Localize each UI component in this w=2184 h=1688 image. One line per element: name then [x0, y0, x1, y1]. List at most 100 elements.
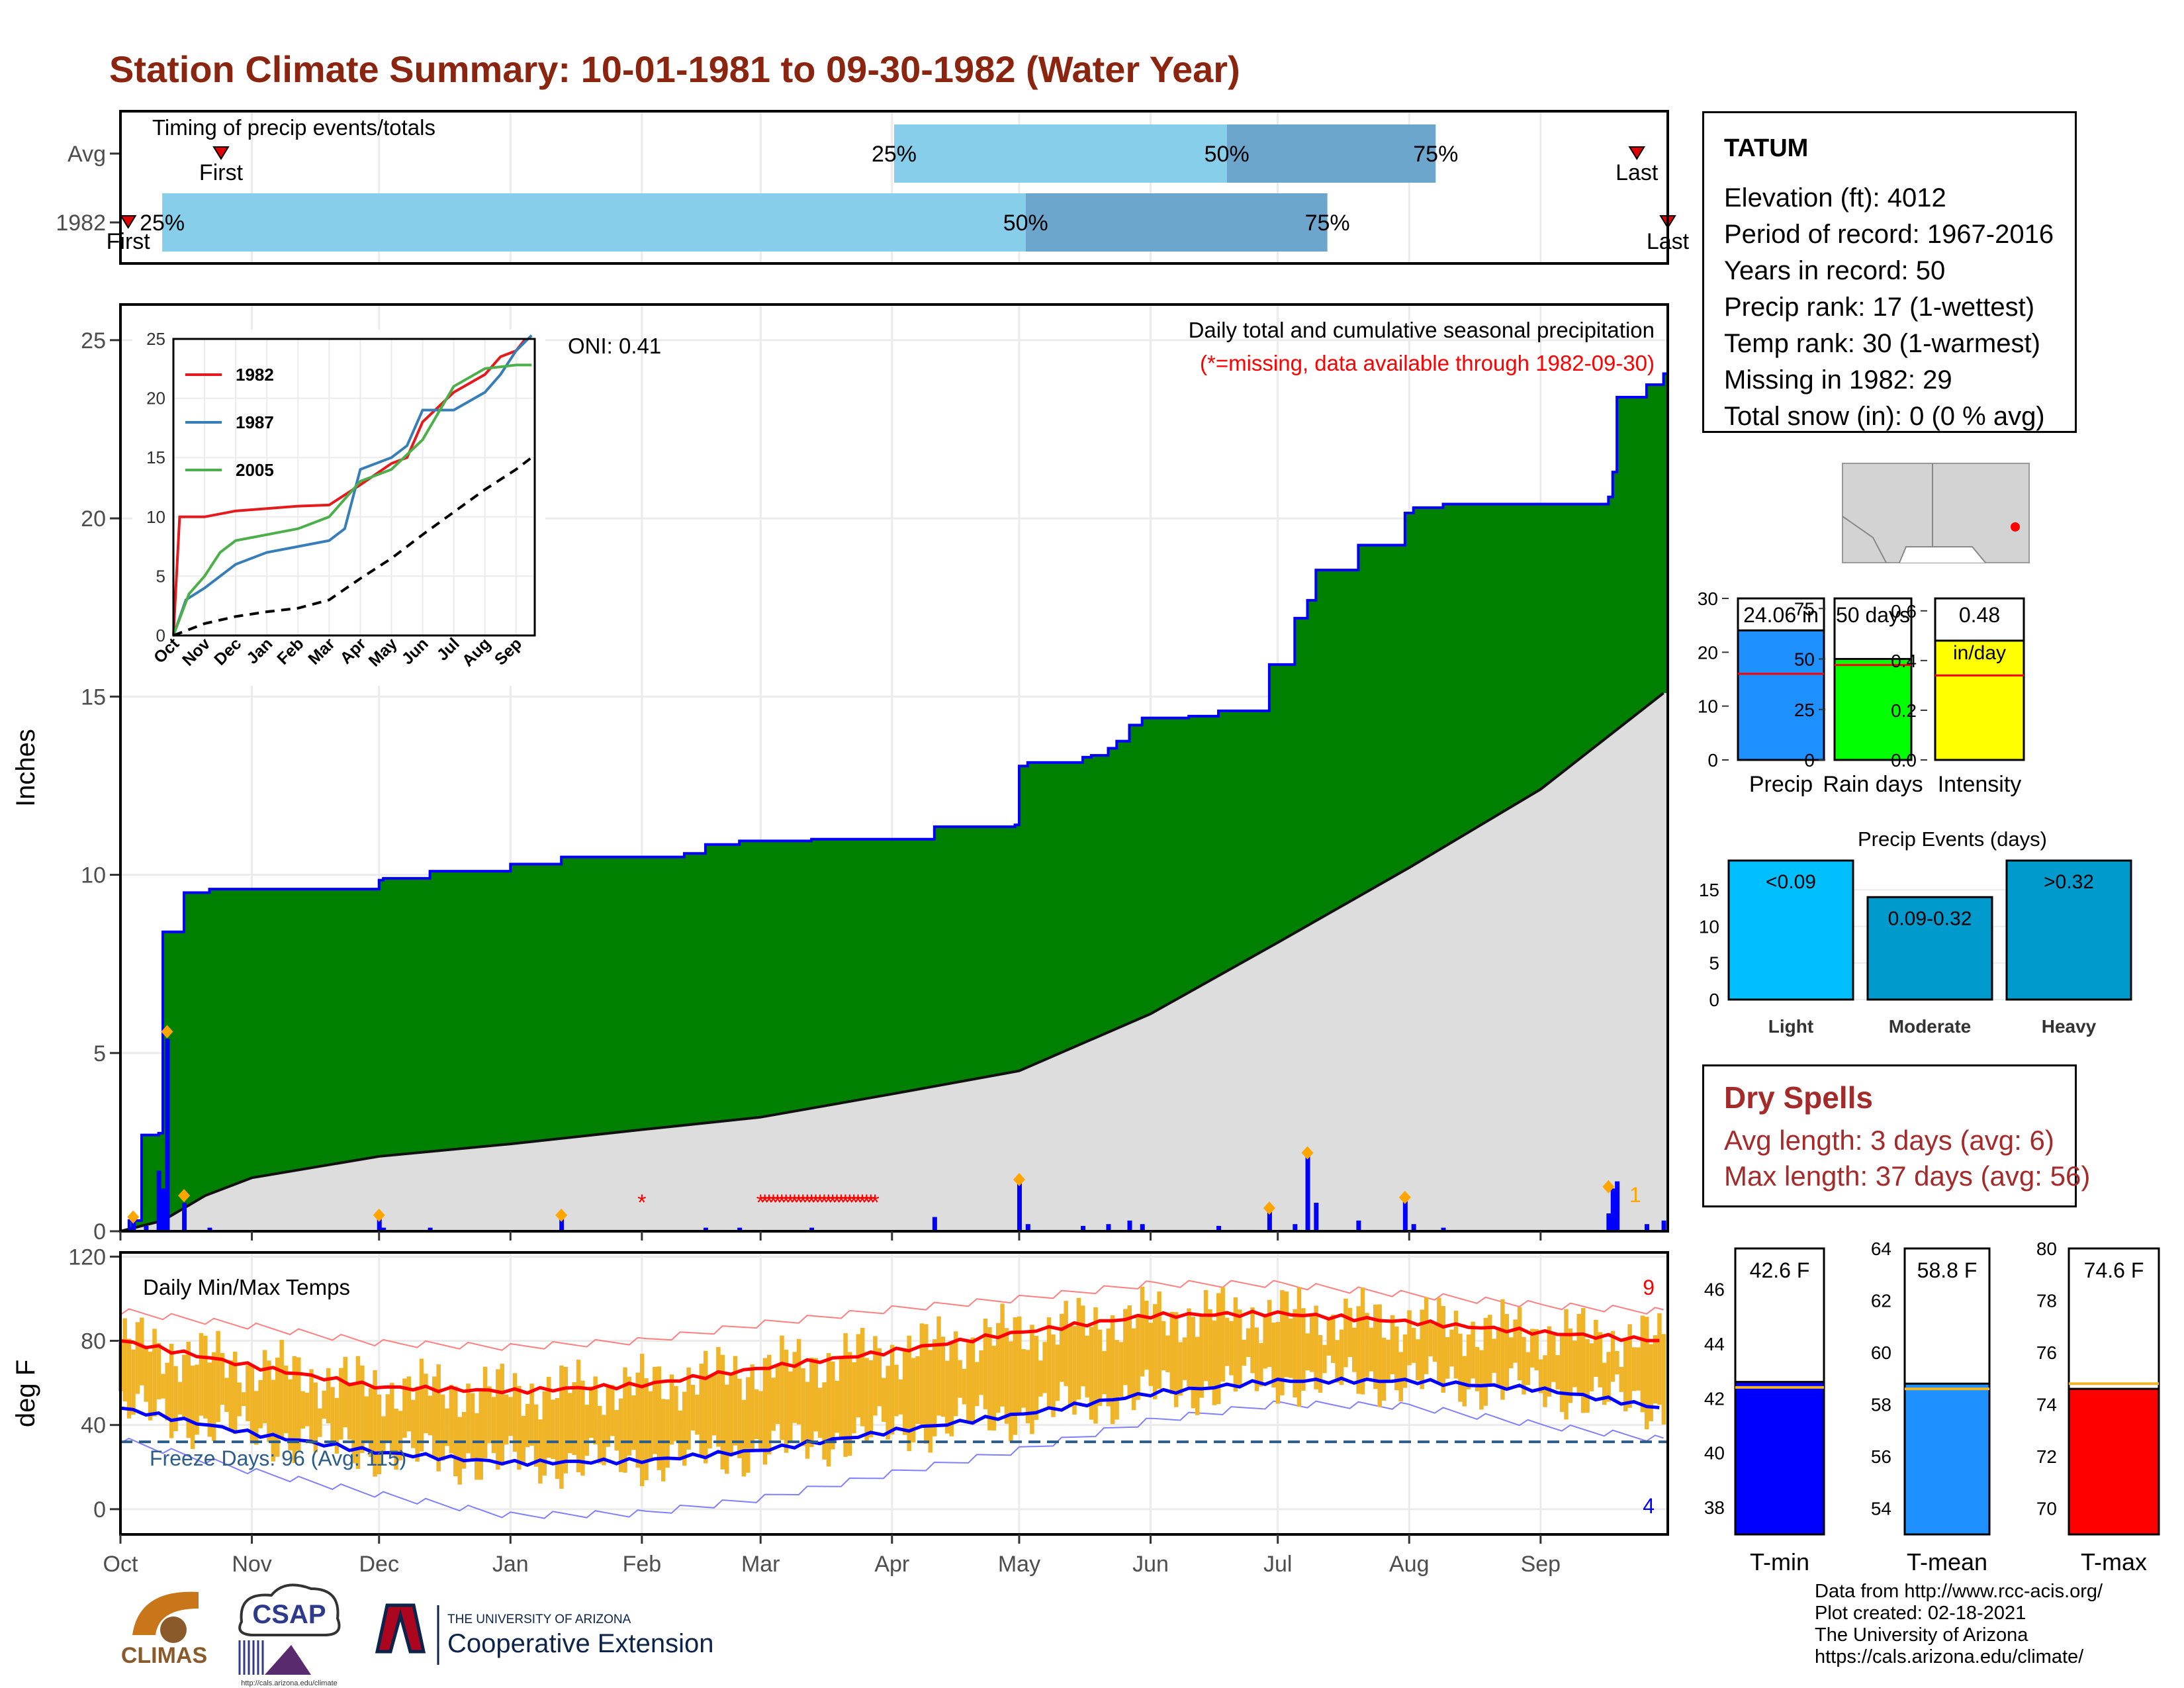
- daily-temp-bar: [521, 1415, 526, 1466]
- daily-temp-bar: [300, 1391, 305, 1429]
- daily-temp-bar: [979, 1350, 983, 1395]
- missing-day-marker: *: [837, 1190, 845, 1215]
- daily-temp-bar: [567, 1393, 572, 1454]
- normal-min-line: [120, 1376, 1660, 1467]
- daily-temp-bar: [792, 1352, 797, 1423]
- timing-marker: [1628, 146, 1646, 160]
- daily-precip-bar: [428, 1227, 433, 1231]
- daily-temp-bar: [924, 1324, 929, 1444]
- missing-day-marker: *: [815, 1190, 824, 1215]
- daily-temp-bar: [813, 1358, 818, 1432]
- daily-temp-bar: [843, 1333, 848, 1457]
- extreme-precip-marker: [555, 1208, 568, 1222]
- timing-row-label: 1982: [56, 211, 106, 236]
- daily-temp-bar: [1559, 1333, 1565, 1412]
- daily-temp-bar: [1508, 1337, 1514, 1368]
- daily-temp-bar: [347, 1383, 352, 1440]
- daily-precip-bar: [1025, 1224, 1030, 1231]
- record-low-count: 4: [1643, 1494, 1655, 1518]
- daily-temp-bar: [559, 1365, 564, 1489]
- daily-temp-bar: [809, 1358, 814, 1448]
- daily-temp-bar: [135, 1322, 140, 1394]
- daily-temp-bar: [1466, 1334, 1471, 1389]
- daily-temp-bar: [1479, 1350, 1484, 1410]
- daily-temp-bar: [1318, 1335, 1323, 1393]
- daily-temp-bar: [1212, 1320, 1217, 1405]
- daily-temp-bar: [695, 1394, 700, 1435]
- daily-temp-bar: [898, 1379, 903, 1415]
- daily-temp-bar: [461, 1411, 467, 1469]
- daily-temp-bar: [1131, 1328, 1136, 1411]
- daily-temp-bar: [644, 1378, 649, 1481]
- daily-temp-bar: [852, 1362, 856, 1434]
- timing-bar-late: [1226, 124, 1436, 183]
- daily-temp-bar: [987, 1327, 992, 1430]
- daily-temp-bar: [322, 1390, 326, 1419]
- csap-mountain-icon: [265, 1645, 311, 1675]
- precip-y-axis-label: Inches: [11, 729, 40, 807]
- daily-temp-bar: [1326, 1317, 1332, 1356]
- daily-temp-bar: [669, 1374, 674, 1445]
- daily-temp-bar: [330, 1387, 335, 1445]
- station-name: TATUM: [1724, 134, 1809, 162]
- month-x-tick-label: Jan: [492, 1552, 529, 1577]
- daily-temp-bar: [440, 1394, 445, 1461]
- daily-temp-bar: [326, 1368, 331, 1424]
- daily-temp-bar: [1259, 1342, 1263, 1387]
- daily-temp-bar: [428, 1395, 433, 1436]
- daily-temp-bar: [131, 1349, 136, 1415]
- daily-temp-bar: [1360, 1288, 1365, 1395]
- daily-temp-bar: [1517, 1307, 1522, 1381]
- missing-day-marker: *: [811, 1190, 820, 1215]
- daily-temp-bar: [1030, 1325, 1034, 1434]
- daily-temp-bar: [1064, 1301, 1068, 1386]
- daily-temp-bar: [304, 1392, 310, 1427]
- daily-temp-bar: [504, 1394, 509, 1445]
- inset-y-tick-label: 0: [156, 626, 165, 645]
- temp-summary-y-tick-label: 58: [1871, 1395, 1891, 1415]
- daily-temp-bar: [339, 1368, 343, 1440]
- daily-temp-bar: [165, 1362, 169, 1421]
- daily-temp-bar: [466, 1383, 471, 1454]
- temp-summary-y-tick-label: 46: [1704, 1280, 1725, 1300]
- daily-precip-bar: [1305, 1156, 1310, 1231]
- timing-pct-label: 75%: [1305, 211, 1350, 236]
- daily-temp-bar: [835, 1381, 840, 1433]
- daily-temp-bar: [555, 1397, 560, 1479]
- summary-y-tick-label: 30: [1698, 588, 1718, 609]
- precip-y-tick-label: 15: [81, 684, 106, 710]
- daily-temp-bar: [1246, 1328, 1251, 1357]
- daily-temp-bar: [1381, 1337, 1387, 1401]
- summary-y-tick-label: 20: [1698, 642, 1718, 663]
- daily-temp-bar: [1271, 1323, 1276, 1388]
- daily-temp-bar: [144, 1348, 148, 1402]
- missing-day-marker: *: [794, 1190, 803, 1215]
- daily-temp-bar: [508, 1397, 513, 1436]
- temp-summary-y-tick-label: 78: [2036, 1291, 2057, 1311]
- inset-series-line: [172, 363, 532, 636]
- month-x-tick-label: Oct: [103, 1552, 138, 1577]
- daily-temp-bar: [1636, 1347, 1641, 1391]
- daily-temp-bar: [253, 1391, 259, 1445]
- inset-series-line: [172, 334, 533, 636]
- page-title: Station Climate Summary: 10-01-1981 to 0…: [109, 48, 1240, 90]
- daily-temp-bar: [424, 1374, 428, 1434]
- daily-temp-bar: [991, 1346, 997, 1431]
- daily-temp-bar: [190, 1366, 195, 1449]
- daily-temp-bar: [1492, 1338, 1496, 1373]
- daily-temp-bar: [500, 1364, 504, 1466]
- intensity-unit-label: in/day: [1953, 642, 2006, 664]
- daily-temp-bar: [1309, 1316, 1314, 1372]
- daily-precip-bar: [1356, 1220, 1361, 1231]
- daily-temp-bar: [419, 1358, 424, 1452]
- freeze-days-label: Freeze Days: 96 (Avg: 115): [150, 1446, 406, 1470]
- daily-temp-bar: [1097, 1329, 1103, 1406]
- summary-category-label: Intensity: [1938, 772, 2022, 797]
- daily-temp-bar: [610, 1385, 615, 1436]
- daily-temp-bar: [962, 1368, 967, 1405]
- daily-precip-bar: [1081, 1225, 1086, 1231]
- daily-temp-bar: [839, 1357, 844, 1440]
- daily-temp-bar: [1009, 1341, 1013, 1442]
- daily-temp-bar: [241, 1392, 246, 1407]
- daily-temp-bar: [1297, 1287, 1302, 1407]
